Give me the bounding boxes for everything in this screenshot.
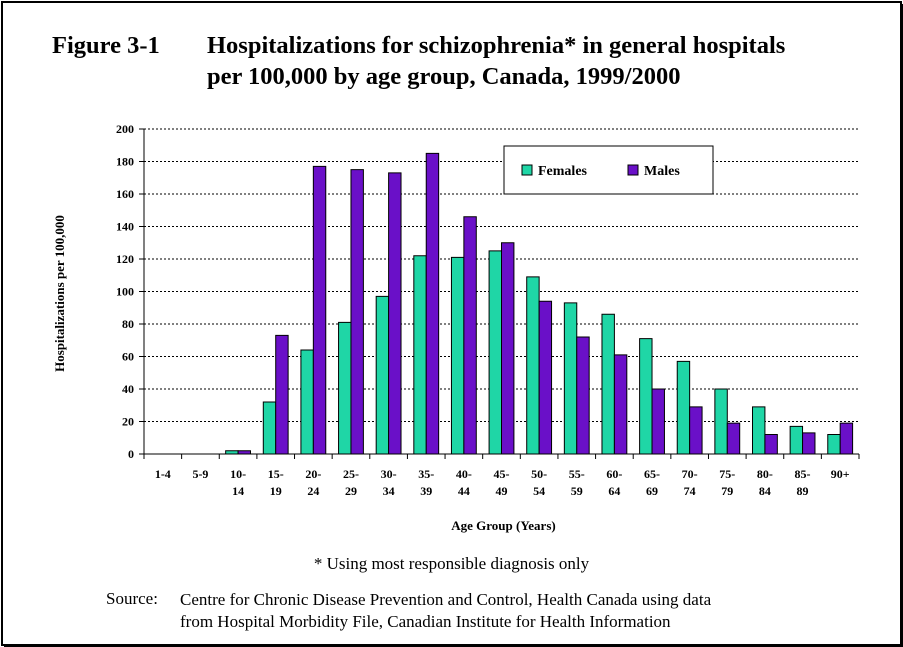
x-tick-label: 29 <box>345 484 357 498</box>
bar-males <box>802 432 816 455</box>
x-tick-label: 89 <box>797 484 809 498</box>
bar-males <box>501 242 515 455</box>
y-axis-title: Hospitalizations per 100,000 <box>52 215 67 372</box>
figure-label: Figure 3-1 <box>52 32 160 59</box>
x-tick-label: 40- <box>456 467 472 481</box>
source-line-1: Centre for Chronic Disease Prevention an… <box>180 590 712 609</box>
bar-males <box>388 172 402 455</box>
legend-swatch-females <box>521 164 533 176</box>
bar-females <box>300 349 314 455</box>
bar-males <box>764 434 778 455</box>
bar-females <box>488 250 502 455</box>
bar-males <box>275 334 289 455</box>
x-tick-label: 35- <box>418 467 434 481</box>
x-tick-label: 20- <box>305 467 321 481</box>
y-tick-label: 100 <box>116 285 134 299</box>
y-tick-label: 80 <box>122 317 134 331</box>
x-tick-label: 10- <box>230 467 246 481</box>
x-tick-label: 80- <box>757 467 773 481</box>
y-tick-label: 0 <box>128 447 134 461</box>
y-tick-label: 160 <box>116 187 134 201</box>
bar-females <box>375 295 390 455</box>
y-tick-label: 60 <box>122 350 134 364</box>
legend-label-females: Females <box>538 164 588 179</box>
bar-males <box>726 422 741 455</box>
bar-males <box>839 422 854 455</box>
bar-males <box>463 216 477 455</box>
x-tick-label: 70- <box>682 467 698 481</box>
bar-males <box>312 165 327 455</box>
bar-males <box>689 406 703 455</box>
y-tick-label: 40 <box>122 382 134 396</box>
bar-males <box>613 354 628 455</box>
x-tick-label: 1-4 <box>155 467 171 481</box>
bar-males <box>350 169 364 455</box>
title-line-2: per 100,000 by age group, Canada, 1999/2… <box>207 63 681 90</box>
bar-females <box>526 276 540 455</box>
y-tick-label: 200 <box>116 122 134 136</box>
bar-chart: 0 20 40 60 80 100 120 140 160 180 200 1-4 5-9 10- 14 15… <box>52 122 860 533</box>
x-tick-label: 19 <box>270 484 282 498</box>
x-tick-label: 44 <box>458 484 470 498</box>
bar-males <box>576 336 590 455</box>
bar-females <box>413 255 427 455</box>
x-tick-label: 90+ <box>831 467 850 481</box>
bar-females <box>563 302 578 455</box>
source-line-2: from Hospital Morbidity File, Canadian I… <box>180 612 671 631</box>
x-tick-label: 60- <box>606 467 622 481</box>
bar-males <box>538 300 553 455</box>
bar-females <box>827 434 841 455</box>
x-tick-label: 79 <box>721 484 733 498</box>
x-tick-label: 30- <box>381 467 397 481</box>
bar-females <box>450 256 465 455</box>
x-tick-label: 74 <box>684 484 696 498</box>
bar-females <box>676 360 691 455</box>
legend-box <box>503 145 714 195</box>
x-tick-label: 25- <box>343 467 359 481</box>
bar-females <box>714 388 728 455</box>
x-tick-label: 64 <box>608 484 620 498</box>
x-tick-label: 49 <box>496 484 508 498</box>
x-tick-label: 39 <box>420 484 432 498</box>
y-tick-label: 120 <box>116 252 134 266</box>
x-tick-label: 59 <box>571 484 583 498</box>
bar-females <box>639 338 653 455</box>
x-tick-label: 50- <box>531 467 547 481</box>
x-tick-label: 65- <box>644 467 660 481</box>
x-tick-label: 85- <box>795 467 811 481</box>
footnote: * Using most responsible diagnosis only <box>313 554 590 573</box>
bar-females <box>262 401 277 455</box>
bar-females <box>338 321 352 455</box>
x-tick-label: 75- <box>719 467 735 481</box>
x-tick-label: 69 <box>646 484 658 498</box>
x-tick-label: 34 <box>383 484 395 498</box>
x-tick-label: 84 <box>759 484 771 498</box>
bar-males <box>425 152 440 455</box>
title-line-1: Hospitalizations for schizophrenia* in g… <box>207 32 786 59</box>
x-tick-label: 24 <box>307 484 319 498</box>
y-tick-label: 180 <box>116 155 134 169</box>
source-text: Centre for Chronic Disease Prevention an… <box>180 589 830 633</box>
x-axis-title: Age Group (Years) <box>451 518 555 533</box>
bar-males <box>651 388 665 455</box>
x-tick-label: 54 <box>533 484 545 498</box>
bar-females <box>789 425 804 455</box>
x-tick-label: 14 <box>232 484 244 498</box>
legend-label-males: Males <box>644 164 680 179</box>
x-tick-label: 45- <box>494 467 510 481</box>
x-tick-label: 15- <box>268 467 284 481</box>
y-tick-label: 20 <box>122 415 134 429</box>
bar-females <box>601 313 615 455</box>
source-label: Source: <box>106 589 158 608</box>
legend-swatch-males <box>627 164 639 176</box>
y-tick-label: 140 <box>116 220 134 234</box>
bar-females <box>752 406 766 455</box>
x-tick-label: 55- <box>569 467 585 481</box>
x-tick-label: 5-9 <box>192 467 208 481</box>
